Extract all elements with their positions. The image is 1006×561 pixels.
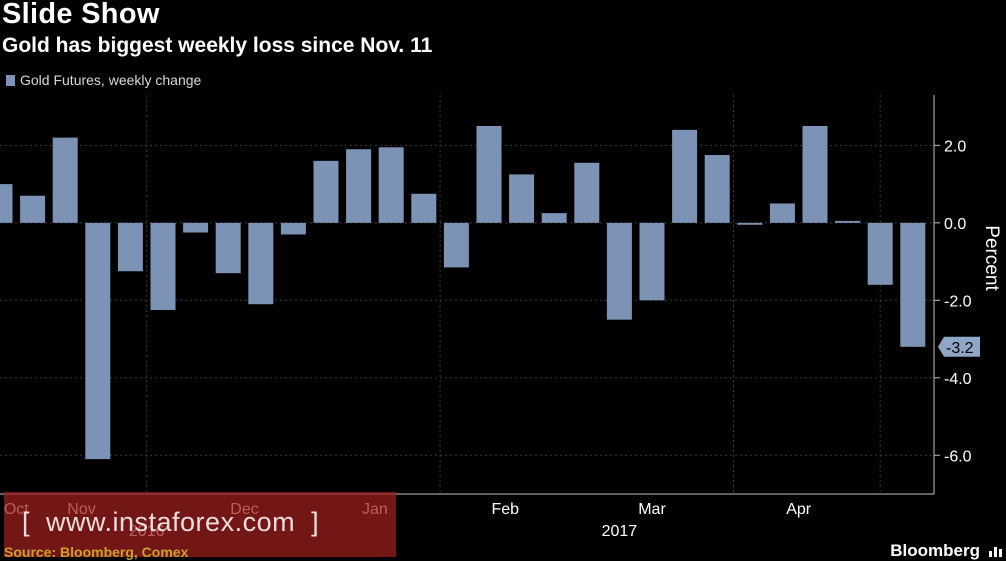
bar — [541, 213, 567, 223]
chart-icon — [989, 547, 1002, 557]
bar — [900, 222, 926, 347]
bar — [346, 149, 372, 223]
legend: Gold Futures, weekly change — [6, 72, 201, 88]
bar — [411, 193, 437, 223]
watermark: [ www.instaforex.com ] — [4, 492, 396, 557]
bar — [574, 162, 600, 223]
last-value-box — [938, 336, 980, 357]
bar — [215, 222, 241, 274]
bar — [378, 147, 404, 223]
y-axis-title: Percent — [981, 225, 1002, 291]
bar — [769, 203, 795, 223]
chart-subtitle: Gold has biggest weekly loss since Nov. … — [2, 34, 433, 57]
bar — [867, 222, 893, 285]
source-note: Source: Bloomberg, Comex — [4, 544, 189, 560]
y-tick-label: 0.0 — [944, 216, 966, 233]
bar — [835, 220, 861, 223]
y-tick-label: 2.0 — [944, 138, 966, 155]
bar — [280, 222, 306, 235]
legend-swatch — [6, 74, 15, 86]
bloomberg-logo: Bloomberg — [890, 541, 980, 560]
x-tick-label: Apr — [786, 501, 812, 518]
y-tick-label: -2.0 — [944, 293, 972, 310]
bar — [150, 222, 176, 310]
x-tick-label: Mar — [638, 501, 666, 518]
y-tick-label: -4.0 — [944, 371, 972, 388]
last-value-label: -3.2 — [946, 340, 974, 357]
bar — [183, 222, 209, 233]
bar — [639, 222, 665, 301]
x-year-label: 2017 — [602, 523, 638, 540]
bar — [0, 184, 13, 223]
legend-label: Gold Futures, weekly change — [20, 72, 202, 88]
bar — [313, 160, 339, 223]
bar — [117, 222, 143, 272]
chart-title: Slide Show — [2, 0, 160, 30]
bar — [443, 222, 469, 268]
bar — [704, 155, 730, 223]
y-tick-label: -6.0 — [944, 448, 972, 465]
bar — [476, 125, 502, 223]
x-tick-label: Feb — [492, 501, 520, 518]
bar — [802, 125, 828, 223]
watermark-text: [ www.instaforex.com ] — [22, 507, 320, 537]
bar — [672, 129, 698, 223]
bar — [85, 222, 111, 460]
bar — [52, 137, 78, 223]
bar — [737, 222, 763, 225]
bar — [606, 222, 632, 320]
bar — [509, 174, 535, 223]
bar — [248, 222, 274, 305]
bar — [20, 195, 46, 223]
